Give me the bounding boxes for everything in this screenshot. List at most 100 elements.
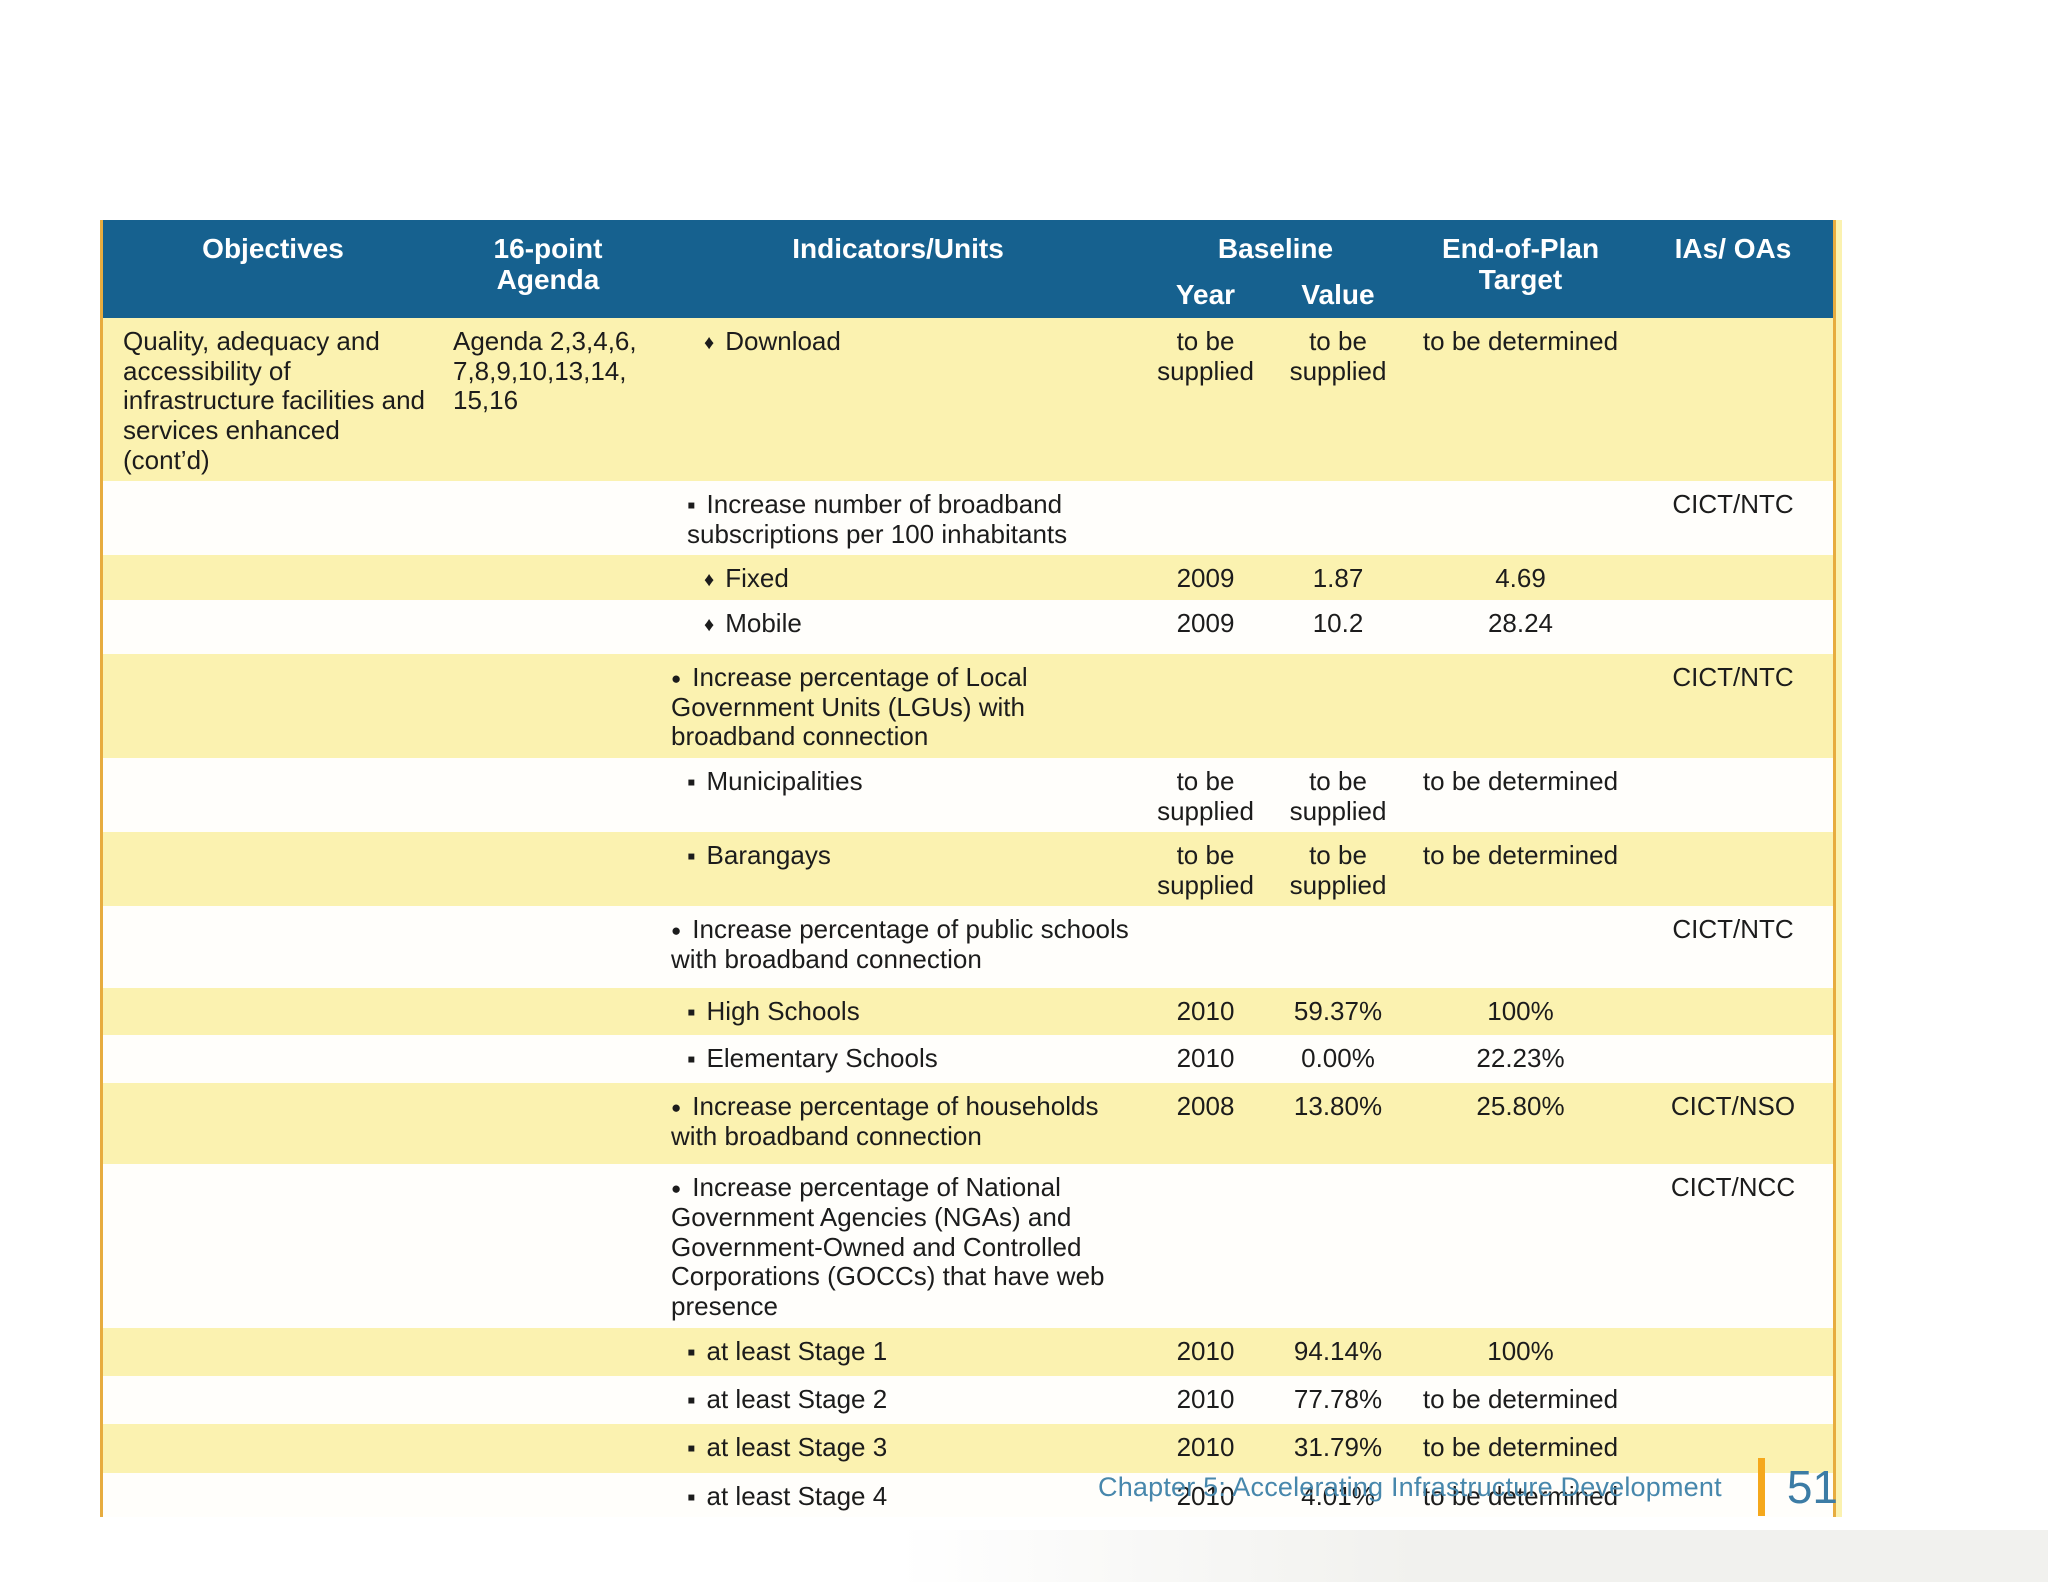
indicator-cell: ▪ at least Stage 2 [653,1376,1143,1424]
column-header-ias-oas: IAs/ OAs [1674,233,1792,264]
table-row: ♦ Mobile 2009 10.2 28.24 [103,600,1833,654]
agenda-cell [443,1376,653,1424]
bullet-icon: ♦ [704,614,715,636]
objectives-cell [103,1328,443,1376]
column-header-indicators: Indicators/Units [792,233,1004,264]
column-header-agenda-line1: 16-point [493,233,603,264]
ias-oas-cell: CICT/NTC [1672,489,1794,520]
baseline-year-cell: to be supplied [1157,840,1254,900]
table-row: ● Increase percentage of National Governm… [103,1164,1833,1328]
page-footer: Chapter 5: Accelerating Infrastructure D… [1098,1458,1838,1516]
indicator-cell: ● Increase percentage of households with … [653,1083,1143,1164]
end-of-plan-target-cell: 28.24 [1487,608,1554,638]
end-of-plan-target-cell [1408,481,1633,555]
objectives-cell [103,1164,443,1327]
baseline-value-cell [1268,654,1408,758]
bullet-icon: ▪ [687,1386,696,1414]
baseline-year-cell [1143,481,1268,555]
baseline-year-cell: 2008 [1176,1091,1235,1122]
ias-oas-cell [1633,1035,1833,1083]
indicator-cell: ▪ at least Stage 4 [653,1473,1143,1518]
agenda-cell [443,1164,653,1327]
end-of-plan-target-cell: to be determined [1422,840,1619,871]
column-header-objectives: Objectives [202,233,344,264]
ias-oas-cell [1633,318,1833,481]
baseline-value-cell: 1.87 [1312,563,1364,594]
agenda-cell: Agenda 2,3,4,6, 7,8,9,10,13,14, 15,16 [453,326,637,416]
end-of-plan-target-cell [1408,906,1633,988]
ias-oas-cell: CICT/NTC [1672,662,1794,692]
indicator-text: at least Stage 1 [706,1335,888,1366]
column-header-target-line2: Target [1478,263,1563,295]
agenda-cell [443,600,653,654]
indicators-table: Objectives 16-point Agenda Indicators/Un… [100,220,1842,1518]
table-row: ▪ Increase number of broadband subscripti… [103,481,1833,556]
table-row: ▪ at least Stage 4 2010 4.01% to be deter… [103,1472,1833,1518]
table-row: ▪ Barangays to be supplied to be supplied… [103,832,1833,907]
objectives-cell [103,832,443,906]
indicator-text: at least Stage 2 [706,1383,888,1414]
agenda-cell [443,758,653,832]
baseline-value-cell: 77.78% [1293,1383,1383,1414]
end-of-plan-target-cell: 100% [1487,1335,1554,1366]
baseline-year-cell: 2009 [1176,608,1235,638]
end-of-plan-target-cell: to be determined [1422,765,1619,796]
objectives-cell [103,1035,443,1083]
indicator-text: Increase percentage of public schools wi… [671,914,1129,974]
bullet-icon: ▪ [687,1046,696,1074]
indicator-text: Increase number of broadband subscriptio… [687,489,1068,549]
bullet-icon: ▪ [687,768,696,796]
objectives-cell [103,1083,443,1164]
column-header-year: Year [1175,279,1236,310]
column-header-agenda: 16-point Agenda [443,220,653,318]
baseline-value-cell [1268,906,1408,988]
end-of-plan-target-cell: to be determined [1422,1431,1619,1462]
ias-oas-cell: CICT/NTC [1672,914,1794,945]
column-header-agenda-line2: Agenda [496,263,600,295]
table-row: ▪ at least Stage 2 2010 77.78% to be dete… [103,1375,1833,1424]
end-of-plan-target-cell [1408,1164,1633,1327]
baseline-value-cell: 13.80% [1293,1091,1383,1122]
ias-oas-cell [1633,1328,1833,1376]
table-row: ▪ Elementary Schools 2010 0.00% 22.23% [103,1035,1833,1084]
bullet-icon: ▪ [687,1434,696,1462]
baseline-value-cell [1268,481,1408,555]
objectives-cell [103,1376,443,1424]
baseline-value-cell: 10.2 [1312,608,1364,638]
agenda-cell [443,481,653,555]
ias-oas-cell: CICT/NSO [1670,1091,1796,1122]
bullet-icon: ▪ [687,999,696,1027]
ias-oas-cell [1633,555,1833,600]
baseline-value-cell: 0.00% [1301,1043,1375,1074]
baseline-value-cell: to be supplied [1289,840,1387,900]
ias-oas-cell [1633,600,1833,654]
bullet-icon: ♦ [704,569,715,592]
indicator-cell: ● Increase percentage of Local Government… [653,654,1143,758]
objectives-cell [103,555,443,600]
indicator-text: Increase percentage of households with b… [671,1091,1099,1151]
indicator-cell: ▪ Municipalities [653,758,1143,832]
baseline-value-cell: 59.37% [1293,996,1383,1027]
baseline-value-cell: 94.14% [1293,1335,1383,1366]
agenda-cell [443,654,653,758]
baseline-year-cell: 2010 [1176,1043,1235,1074]
end-of-plan-target-cell [1408,654,1633,758]
bullet-icon: ▪ [687,843,696,871]
indicator-text: at least Stage 4 [706,1480,888,1511]
baseline-value-cell [1268,1164,1408,1327]
baseline-value-cell: to be supplied [1289,765,1387,826]
baseline-year-cell: 2010 [1176,1335,1235,1366]
objectives-cell [103,758,443,832]
indicator-cell: ♦ Fixed [653,555,1143,600]
objectives-cell [103,654,443,758]
indicator-cell: ▪ at least Stage 3 [653,1424,1143,1473]
end-of-plan-target-cell: to be determined [1422,326,1619,356]
table-row: ● Increase percentage of Local Government… [103,654,1833,758]
table-body: Quality, adequacy and accessibility of i… [103,318,1833,1518]
baseline-year-cell: 2010 [1176,1431,1235,1462]
indicator-cell: ▪ Elementary Schools [653,1035,1143,1083]
end-of-plan-target-cell: 25.80% [1476,1091,1565,1122]
ias-oas-cell [1633,758,1833,832]
table-row: ▪ at least Stage 3 2010 31.79% to be dete… [103,1423,1833,1473]
agenda-cell [443,1083,653,1164]
